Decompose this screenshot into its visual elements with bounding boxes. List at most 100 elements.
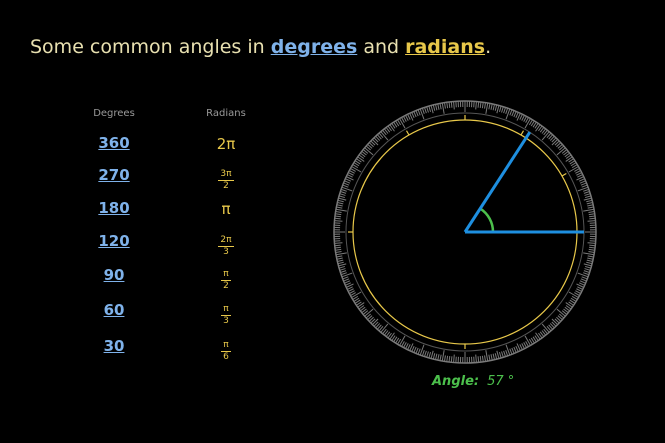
protractor-tick (583, 252, 595, 256)
protractor-tick (515, 345, 519, 352)
protractor-tick (528, 119, 533, 126)
degrees-link-60[interactable]: 60 (103, 301, 125, 319)
protractor-tick (511, 110, 515, 117)
protractor-tick (417, 109, 421, 116)
unit-circle-mark (405, 130, 410, 136)
protractor-tick (583, 208, 595, 212)
protractor-tick (521, 343, 525, 349)
protractor-tick (570, 297, 577, 302)
degrees-link-180[interactable]: 180 (98, 199, 130, 217)
protractor[interactable] (320, 90, 610, 370)
protractor-tick (336, 257, 343, 260)
protractor-tick (589, 246, 596, 249)
protractor-tick (435, 353, 438, 360)
title-prefix: Some common angles in (30, 36, 271, 58)
protractor-tick (453, 354, 455, 363)
protractor-tick (421, 107, 425, 114)
degrees-link-270[interactable]: 270 (98, 166, 130, 184)
protractor-tick (538, 332, 543, 339)
protractor-tick (383, 128, 389, 134)
protractor-tick (413, 111, 417, 118)
protractor-tick (342, 276, 349, 280)
protractor-tick (585, 265, 592, 269)
protractor-tick (367, 315, 373, 321)
angle-readout: Angle: 57 ° (432, 374, 514, 389)
protractor-tick (554, 140, 560, 146)
degrees-link-360[interactable]: 360 (98, 134, 130, 152)
protractor-tick (337, 202, 344, 205)
degrees-link-120[interactable]: 120 (98, 232, 130, 250)
protractor-tick (444, 355, 446, 362)
protractor-tick (343, 182, 350, 186)
protractor-tick (450, 356, 453, 363)
radians-link[interactable]: radians (405, 36, 486, 58)
protractor-tick (570, 162, 577, 167)
protractor-tick (511, 347, 515, 354)
protractor-tick (358, 305, 365, 310)
protractor-tick (391, 335, 396, 341)
unit-circle-mark (561, 172, 567, 177)
protractor-tick (347, 174, 353, 178)
protractor-tick (346, 176, 354, 181)
protractor-tick (485, 350, 489, 362)
angle-moving-arm[interactable] (463, 131, 532, 233)
protractor-tick (584, 193, 591, 196)
fraction-numerator: π (221, 340, 231, 352)
protractor-tick (571, 295, 578, 300)
protractor-tick (432, 104, 436, 111)
protractor-tick (498, 352, 502, 359)
protractor-tick (505, 344, 511, 356)
degrees-link-90[interactable]: 90 (103, 266, 125, 284)
protractor-tick (548, 324, 554, 330)
protractor-tick (367, 143, 373, 149)
protractor-tick (424, 107, 427, 114)
protractor-tick (395, 120, 400, 127)
protractor-tick (584, 268, 591, 271)
protractor-tick (417, 348, 421, 355)
protractor-tick (485, 102, 489, 114)
protractor-tick (481, 355, 484, 362)
protractor-tick (551, 321, 557, 327)
protractor-tick (338, 197, 347, 201)
protractor-tick (513, 111, 517, 118)
protractor-tick (586, 259, 593, 262)
protractor-tick (559, 145, 565, 151)
protractor-tick (576, 283, 584, 288)
protractor-tick (446, 102, 449, 109)
protractor-tick (575, 170, 581, 174)
protractor-tick (501, 106, 504, 113)
protractor-tick (484, 102, 486, 109)
protractor-tick (364, 147, 374, 156)
protractor-tick (335, 252, 347, 256)
protractor-tick (428, 105, 432, 112)
protractor-tick (563, 150, 569, 156)
angle-value: 57 ° (487, 374, 515, 389)
protractor-tick (403, 342, 407, 348)
protractor-tick (524, 118, 531, 129)
protractor-tick (336, 206, 343, 209)
protractor-tick (577, 174, 583, 178)
protractor-tick (441, 350, 445, 362)
protractor-tick-ring (334, 101, 596, 363)
protractor-tick (586, 199, 593, 203)
protractor-tick (581, 276, 588, 280)
protractor-tick (347, 286, 353, 290)
protractor-tick (365, 313, 371, 319)
protractor-tick (494, 353, 498, 360)
protractor-tick (583, 197, 592, 201)
protractor-tick (405, 343, 409, 349)
protractor-tick (354, 299, 361, 304)
protractor-tick (543, 129, 548, 136)
protractor-tick (336, 204, 343, 207)
angle-arc (479, 207, 495, 233)
protractor-tick (338, 265, 345, 269)
protractor-tick (348, 172, 354, 176)
protractor-tick (358, 154, 365, 159)
protractor-tick (519, 344, 523, 350)
protractor-tick (551, 137, 557, 143)
degrees-link-30[interactable]: 30 (103, 337, 125, 355)
protractor-tick (338, 263, 347, 267)
degrees-link[interactable]: degrees (270, 36, 358, 58)
